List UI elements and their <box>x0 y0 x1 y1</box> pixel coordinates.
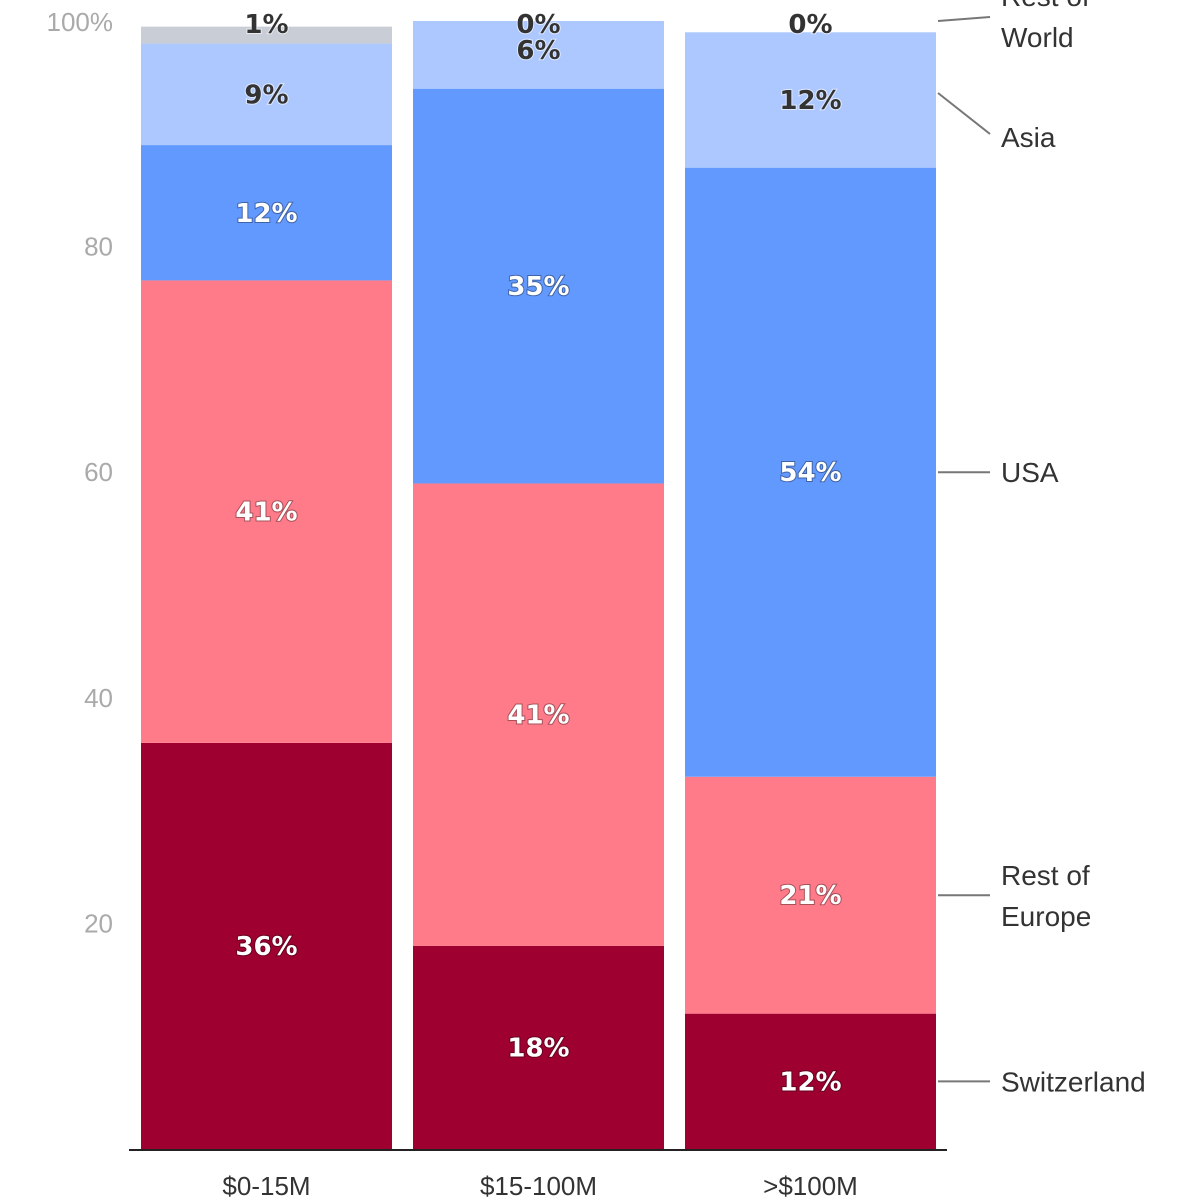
data-label-rest-of-world-1: 1% <box>244 10 288 40</box>
y-tick-label: 40 <box>84 683 113 713</box>
y-axis: 20 40 60 80 100% <box>47 7 114 938</box>
bar-segment-switzerland-2 <box>413 945 664 1149</box>
x-axis: $0-15M $15-100M >$100M <box>222 1171 857 1200</box>
bar-segment-rest-of-europe-3 <box>685 776 936 1014</box>
data-label-usa-2: 35% <box>507 272 569 302</box>
legend-label-asia: Asia <box>1001 122 1056 153</box>
y-tick-label: 60 <box>84 457 113 487</box>
legend-leader-rest-of-world <box>937 16 991 22</box>
legend-leader-asia <box>937 92 991 135</box>
y-tick-label: 20 <box>84 908 113 938</box>
bar-segment-usa-2 <box>413 88 664 484</box>
data-label-rest-of-europe-2: 41% <box>507 701 569 731</box>
legend-label-rest-of-world: Rest ofWorld <box>1001 0 1090 53</box>
bar-segment-usa-1 <box>141 145 392 281</box>
y-tick-label: 100% <box>47 7 114 37</box>
data-label-rest-of-europe-1: 41% <box>235 498 297 528</box>
x-category-label: $15-100M <box>480 1171 597 1200</box>
data-label-asia-2: 6% <box>516 36 560 66</box>
bar-segment-switzerland-3 <box>685 1013 936 1149</box>
data-label-rest-of-world-2: 0% <box>516 10 560 40</box>
bar-segment-rest-of-europe-2 <box>413 483 664 946</box>
bars <box>141 21 936 1149</box>
bar-segment-asia-2 <box>413 21 664 89</box>
data-label-switzerland-1: 36% <box>235 932 297 962</box>
data-label-switzerland-2: 18% <box>507 1033 569 1063</box>
data-labels: 36%41%12%9%1%18%41%35%6%0%12%21%54%12%0% <box>234 9 842 1098</box>
legend-label-rest-of-europe: Rest of Europe <box>1001 860 1091 932</box>
data-label-rest-of-world-3: 0% <box>788 10 832 40</box>
bar-segment-usa-3 <box>685 167 936 777</box>
legend-label-switzerland: Switzerland <box>1001 1066 1146 1097</box>
x-category-label: >$100M <box>763 1171 858 1200</box>
bar-segment-asia-1 <box>141 43 392 146</box>
data-label-rest-of-europe-3: 21% <box>779 881 841 911</box>
bar-segment-asia-3 <box>685 32 936 168</box>
x-category-label: $0-15M <box>222 1171 310 1200</box>
data-label-asia-1: 9% <box>244 80 288 110</box>
bar-segment-rest-of-europe-1 <box>141 280 392 743</box>
data-label-usa-3: 54% <box>779 458 841 488</box>
data-label-usa-1: 12% <box>235 199 297 229</box>
legend-label-usa: USA <box>1001 457 1059 488</box>
y-tick-label: 80 <box>84 232 113 262</box>
bar-segment-switzerland-1 <box>141 742 392 1149</box>
bar-segment-rest-of-world-1 <box>141 26 392 44</box>
data-label-switzerland-3: 12% <box>779 1067 841 1097</box>
data-label-asia-3: 12% <box>779 86 841 116</box>
